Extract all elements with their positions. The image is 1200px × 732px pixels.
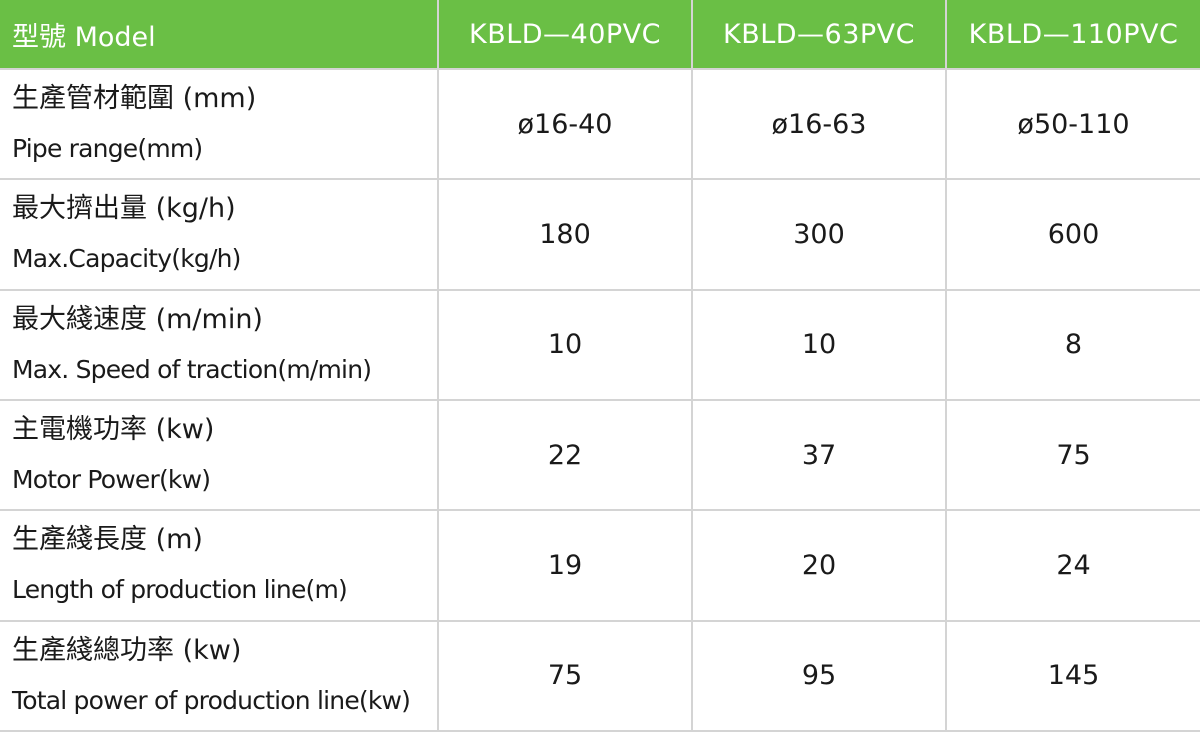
table-row-line-length: 生產綫長度 (m) Length of production line(m) 1… [0, 509, 1200, 622]
row-label-en: Max.Capacity(kg/h) [12, 244, 241, 274]
row-label: 生產綫長度 (m) Length of production line(m) [0, 509, 439, 622]
model-header-kbld-63pvc: KBLD—63PVC [691, 0, 947, 70]
value-cell: 8 [945, 288, 1200, 401]
value-cell: 24 [945, 509, 1200, 622]
value-cell: 37 [691, 398, 947, 512]
model-header-kbld-40pvc: KBLD—40PVC [437, 0, 693, 70]
row-label-en: Pipe range(mm) [12, 134, 203, 164]
model-header-kbld-110pvc: KBLD—110PVC [945, 0, 1200, 70]
value-cell: 10 [691, 288, 947, 401]
value-cell: 145 [945, 619, 1200, 732]
row-label-en: Total power of production line(kw) [12, 685, 411, 715]
row-label-zh: 生產綫長度 (m) [12, 524, 203, 556]
row-label: 生產綫總功率 (kw) Total power of production li… [0, 619, 439, 732]
header-row: 型號 Model KBLD—40PVC KBLD—63PVC KBLD—110P… [0, 0, 1200, 70]
value-cell: ø50-110 [945, 67, 1200, 181]
value-cell: 22 [437, 398, 693, 512]
value-cell: 180 [437, 178, 693, 291]
value-cell: 75 [945, 398, 1200, 512]
table-row-motor-power: 主電機功率 (kw) Motor Power(kw) 22 37 75 [0, 398, 1200, 512]
row-label-zh: 主電機功率 (kw) [12, 414, 215, 446]
row-label-en: Motor Power(kw) [12, 465, 211, 495]
table-row-max-speed: 最大綫速度 (m/min) Max. Speed of traction(m/m… [0, 288, 1200, 401]
row-label: 主電機功率 (kw) Motor Power(kw) [0, 398, 439, 512]
row-label-zh: 生產綫總功率 (kw) [12, 634, 242, 666]
value-cell: 95 [691, 619, 947, 732]
table-row-pipe-range: 生產管材範圍 (mm) Pipe range(mm) ø16-40 ø16-63… [0, 67, 1200, 181]
row-label: 最大綫速度 (m/min) Max. Speed of traction(m/m… [0, 288, 439, 401]
value-cell: 19 [437, 509, 693, 622]
row-label: 生產管材範圍 (mm) Pipe range(mm) [0, 67, 439, 181]
value-cell: 75 [437, 619, 693, 732]
value-cell: 10 [437, 288, 693, 401]
value-cell: 300 [691, 178, 947, 291]
row-label: 最大擠出量 (kg/h) Max.Capacity(kg/h) [0, 178, 439, 291]
value-cell: 600 [945, 178, 1200, 291]
row-label-en: Length of production line(m) [12, 575, 348, 605]
table-row-max-capacity: 最大擠出量 (kg/h) Max.Capacity(kg/h) 180 300 … [0, 178, 1200, 291]
row-label-zh: 最大綫速度 (m/min) [12, 303, 263, 335]
value-cell: ø16-40 [437, 67, 693, 181]
row-label-en: Max. Speed of traction(m/min) [12, 354, 372, 384]
table-row-total-power: 生產綫總功率 (kw) Total power of production li… [0, 619, 1200, 732]
row-label-zh: 最大擠出量 (kg/h) [12, 193, 236, 225]
model-label-header: 型號 Model [0, 0, 439, 70]
value-cell: ø16-63 [691, 67, 947, 181]
value-cell: 20 [691, 509, 947, 622]
row-label-zh: 生產管材範圍 (mm) [12, 83, 257, 115]
